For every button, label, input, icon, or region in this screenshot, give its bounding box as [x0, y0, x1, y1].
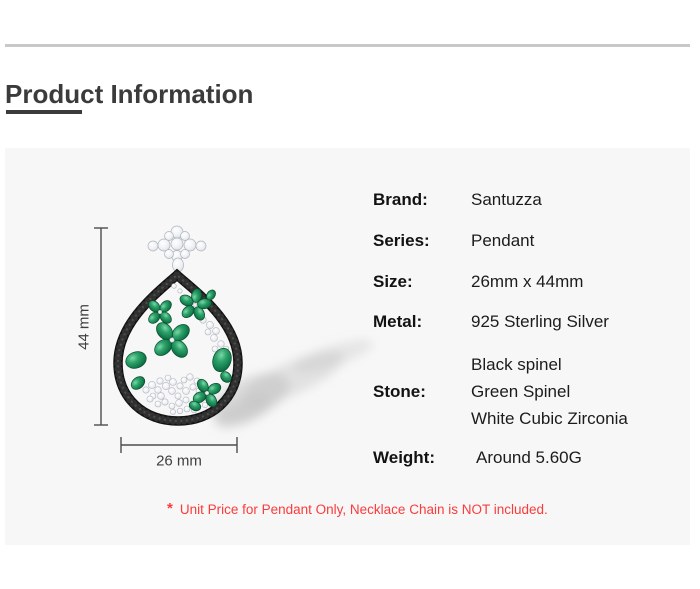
spec-label-stone: Stone: [373, 382, 426, 401]
spec-value-size: 26mm x 44mm [471, 272, 584, 291]
dimension-height-label: 44 mm [75, 304, 93, 350]
spec-label-size: Size: [373, 272, 413, 291]
product-panel [5, 148, 690, 545]
spec-value-stone-2: Green Spinel [471, 382, 571, 401]
pendant-shadow [210, 339, 374, 429]
spec-label-series: Series: [373, 231, 430, 250]
dimension-width-label: 26 mm [156, 452, 202, 470]
disclaimer-text: Unit Price for Pendant Only, Necklace Ch… [179, 502, 548, 517]
spec-value-stone-1: Black spinel [471, 355, 562, 374]
page-title: Product Information [5, 79, 254, 109]
pendant-teardrop-frame [113, 268, 243, 426]
spec-value-stone-3: White Cubic Zirconia [471, 409, 628, 428]
title-underline [6, 110, 82, 114]
disclaimer-note: * Unit Price for Pendant Only, Necklace … [167, 501, 548, 519]
spec-value-series: Pendant [471, 231, 535, 250]
top-divider [5, 44, 690, 47]
spec-label-metal: Metal: [373, 312, 423, 331]
spec-label-brand: Brand: [373, 190, 428, 209]
spec-value-brand: Santuzza [471, 190, 542, 209]
spec-value-metal: 925 Sterling Silver [471, 312, 609, 331]
flower-centers [157, 302, 210, 396]
pendant-bail [147, 225, 207, 273]
cz-stones [142, 283, 231, 415]
spec-label-weight: Weight: [373, 448, 436, 467]
asterisk-marker: * [167, 500, 173, 517]
spec-value-weight: Around 5.60G [476, 448, 582, 467]
dimension-lines [94, 227, 238, 453]
pendant-image [94, 225, 374, 453]
